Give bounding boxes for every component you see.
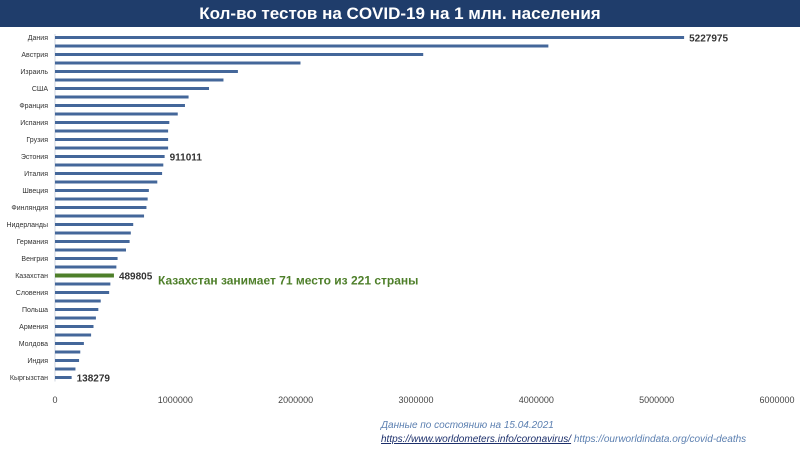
category-label: Армения [19,324,48,331]
bar [55,87,210,90]
bar [55,291,110,294]
data-label: 489805 [119,272,153,283]
bar [55,308,99,311]
category-label: Финляндия [11,205,48,212]
annotation-text: Казахстан занимает 71 место из 221 стран… [158,274,418,288]
bar [55,333,92,337]
x-tick-label: 6000000 [759,395,794,405]
x-tick-label: 5000000 [639,395,674,405]
source-link-worldometers[interactable]: https://www.worldometers.info/coronaviru… [381,434,572,445]
bar [55,282,111,286]
category-label: Молдова [19,341,48,348]
category-label: Словения [16,290,48,297]
bar [55,44,549,48]
bar [55,197,148,201]
bar [55,78,224,82]
category-label: Казахстан [15,273,48,280]
bar [55,350,81,354]
source-date: Данные по состоянию на 15.04.2021 [381,420,554,431]
bar [55,53,424,56]
bar [55,257,118,260]
category-label: Испания [20,120,48,127]
source-links: https://www.worldometers.info/coronaviru… [381,434,746,445]
x-tick-label: 2000000 [278,395,313,405]
bar [55,172,163,175]
x-tick-label: 4000000 [519,395,554,405]
category-label: Индия [27,358,48,365]
bar [55,146,169,150]
bar [55,231,131,235]
category-label: Израиль [20,69,48,76]
bar [55,316,96,320]
bar [55,104,185,107]
bar [55,367,76,371]
category-label: США [32,86,48,93]
bar [55,138,169,141]
chart-title: Кол-во тестов на COVID-19 на 1 млн. насе… [0,0,800,27]
category-label: Грузия [26,137,48,144]
category-label: Дания [28,35,48,42]
bar [55,342,84,345]
category-label: Венгрия [21,256,48,263]
bar [55,95,189,99]
bar [55,325,94,328]
x-tick-label: 0 [52,395,57,405]
bar [55,129,169,133]
source-link-owid[interactable]: https://ourworldindata.org/covid-deaths [573,434,747,445]
bar [55,299,101,303]
category-label: Швеция [22,188,48,195]
category-label: Франция [19,103,48,110]
bar [55,273,114,278]
bar [55,214,145,218]
bar [55,206,147,209]
bar [55,376,72,379]
bar [55,223,134,226]
bar [55,180,158,184]
bar [55,248,126,252]
category-label: Польша [22,307,48,314]
bar [55,265,117,269]
bar [55,359,80,362]
category-label: Нидерланды [6,222,48,229]
bar [55,121,170,124]
data-label: 5227975 [689,34,728,45]
category-label: Австрия [21,52,48,59]
data-label: 138279 [77,374,111,385]
bar-chart: Дания Австрия Израиль США Франция Испания Груз… [6,34,794,406]
bar [55,70,238,73]
bar [55,112,178,116]
category-label: Кыргызстан [10,375,48,382]
category-label: Эстония [21,154,48,161]
bar [55,61,301,65]
category-label: Италия [24,171,48,178]
bar [55,240,130,243]
x-tick-label: 3000000 [398,395,433,405]
bar [55,36,685,39]
category-label: Германия [17,239,49,246]
bar [55,189,149,192]
data-label: 911011 [170,153,203,164]
bar [55,155,165,158]
x-tick-label: 1000000 [158,395,193,405]
bar [55,163,164,167]
